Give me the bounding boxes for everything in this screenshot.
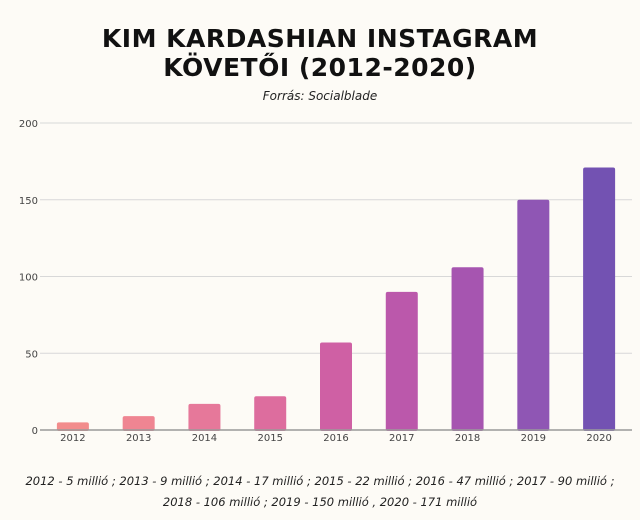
y-tick-label: 0 [32, 426, 38, 437]
bar [320, 342, 352, 431]
x-tick-label: 2015 [257, 433, 282, 444]
y-tick-label: 100 [19, 273, 38, 284]
x-tick-label: 2012 [60, 433, 85, 444]
bar [122, 416, 155, 431]
bar [188, 403, 221, 431]
chart-subtitle: Forrás: Socialblade [262, 89, 378, 103]
bar [385, 291, 418, 431]
y-tick-label: 50 [25, 349, 38, 360]
x-tick-label: 2020 [586, 433, 611, 444]
bar [583, 167, 616, 431]
bar [451, 267, 484, 431]
x-tick-label: 2018 [455, 433, 480, 444]
data-note-line2: 2018 - 106 millió ; 2019 - 150 millió , … [162, 495, 478, 509]
bar-chart: 0 50 100 150 200 2012 2013 2014 2015 2016 2017 2018… [19, 119, 632, 444]
bar [254, 396, 287, 431]
data-note: 2012 - 5 millió ; 2013 - 9 millió ; 2014… [0, 471, 640, 513]
y-tick-label: 200 [19, 119, 38, 130]
chart-title-line1: KIM KARDASHIAN INSTAGRAM [101, 24, 539, 53]
bar [517, 199, 550, 431]
x-tick-label: 2017 [389, 433, 414, 444]
chart-title: KIM KARDASHIAN INSTAGRAM KÖVETŐI (2012-2… [0, 24, 640, 82]
x-tick-label: 2014 [192, 433, 217, 444]
y-tick-label: 150 [19, 196, 38, 207]
x-tick-label: 2013 [126, 433, 151, 444]
data-note-line1: 2012 - 5 millió ; 2013 - 9 millió ; 2014… [25, 474, 615, 488]
chart-title-line2: KÖVETŐI (2012-2020) [163, 53, 477, 82]
x-tick-label: 2019 [521, 433, 546, 444]
bar [56, 422, 89, 431]
x-tick-label: 2016 [323, 433, 348, 444]
